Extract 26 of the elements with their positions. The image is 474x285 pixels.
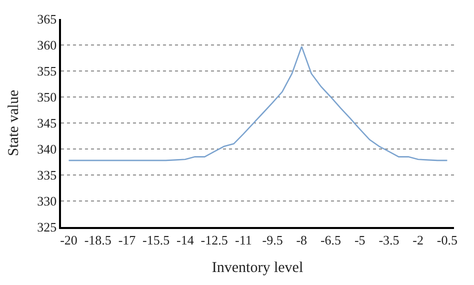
x-tick-label: -6.5	[320, 232, 342, 248]
x-tick-label: -3.5	[378, 232, 400, 248]
x-tick-label: -11	[235, 232, 252, 248]
x-tick-label: -0.5	[436, 232, 458, 248]
x-tick-label: -17	[118, 232, 136, 248]
y-tick-label: 330	[37, 194, 57, 209]
y-tick-label: 325	[37, 220, 57, 235]
x-axis-title: Inventory level	[212, 260, 304, 276]
y-tick-label: 335	[37, 168, 57, 183]
x-tick-label: -18.5	[84, 232, 112, 248]
x-tick-label: -14	[176, 232, 194, 248]
y-tick-label: 365	[37, 12, 57, 27]
x-tick-label: -2	[412, 232, 424, 248]
y-tick-label: 355	[37, 64, 57, 79]
y-axis-title: State value	[6, 90, 22, 156]
y-tick-label: 345	[37, 116, 57, 131]
x-tick-label: -12.5	[200, 232, 228, 248]
x-tick-label: -5	[354, 232, 366, 248]
y-tick-label: 360	[37, 38, 57, 53]
x-tick-label: -9.5	[262, 232, 283, 248]
y-tick-label: 340	[37, 142, 57, 157]
x-tick-label: -8	[296, 232, 308, 248]
x-tick-label: -20	[60, 232, 78, 248]
x-tick-label: -15.5	[142, 232, 170, 248]
y-tick-label: 350	[37, 90, 57, 105]
line-series	[68, 46, 448, 162]
